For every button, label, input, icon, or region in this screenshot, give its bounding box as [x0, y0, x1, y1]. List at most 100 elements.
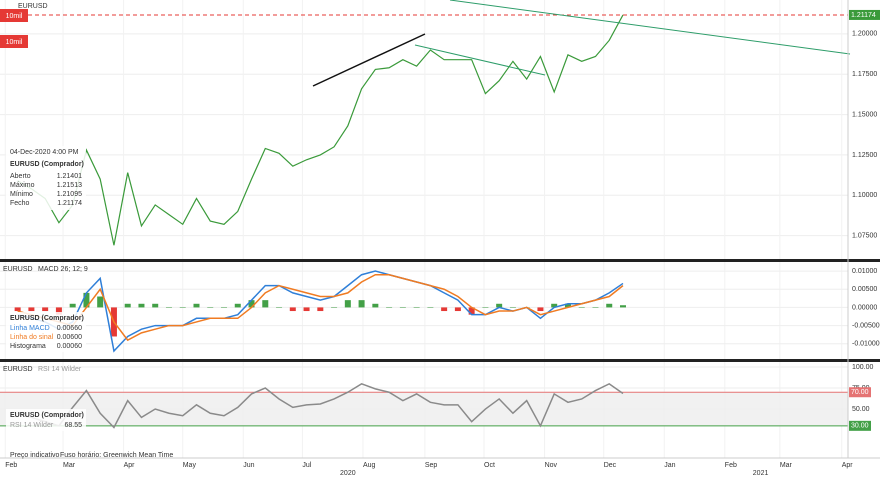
- footer-note: Fuso horário: Greenwich Mean Time: [60, 452, 173, 459]
- level-band: [0, 392, 848, 426]
- x-tick-label: Feb: [725, 462, 737, 469]
- button[interactable]: [0, 9, 28, 22]
- info-label: Mínimo: [10, 191, 33, 198]
- info-label: Histograma: [10, 343, 46, 350]
- button[interactable]: [0, 35, 28, 48]
- histogram-bar: [28, 307, 35, 312]
- button-label[interactable]: 10mil: [6, 13, 23, 20]
- histogram-bar: [152, 303, 159, 308]
- panel-separator: [0, 259, 880, 262]
- x-tick-label: Apr: [124, 462, 136, 469]
- info-value: 1.21095: [57, 191, 82, 198]
- level-tag: [849, 387, 871, 398]
- button-label[interactable]: 10mil: [6, 39, 23, 46]
- histogram-bar: [193, 303, 200, 308]
- x-tick-label: Jun: [243, 462, 254, 469]
- histogram-bar: [592, 307, 599, 308]
- histogram-bar: [179, 307, 186, 308]
- info-value: 1.21174: [57, 200, 82, 207]
- histogram-bar: [69, 303, 76, 308]
- x-tick-label: Mar: [780, 462, 793, 469]
- x-tick-label: Apr: [842, 462, 854, 469]
- histogram-bar: [386, 307, 393, 308]
- x-tick-label: May: [183, 462, 197, 469]
- histogram-bar: [207, 307, 214, 308]
- info-instrument: EURUSD (Comprador): [10, 161, 84, 168]
- histogram-bar: [606, 303, 613, 308]
- histogram-bar: [262, 300, 269, 308]
- info-value: 0.00660: [57, 325, 82, 332]
- panel-title: EURUSD: [3, 266, 33, 273]
- year-label: 2020: [340, 470, 356, 477]
- histogram-bar: [551, 303, 558, 308]
- y-tick-label: 1.20000: [852, 31, 877, 38]
- info-label: Fecho: [10, 200, 30, 207]
- chart-title: EURUSD: [18, 3, 48, 10]
- histogram-bar: [97, 296, 104, 308]
- histogram-bar: [564, 303, 571, 308]
- histogram-bar: [248, 300, 255, 308]
- panel-title: EURUSD: [3, 366, 33, 373]
- y-tick-label: 1.12500: [852, 152, 877, 159]
- info-value: 68.55: [64, 422, 82, 429]
- trendline: [449, 0, 851, 55]
- x-tick-label: Mar: [63, 462, 76, 469]
- level-label: 30.00: [851, 423, 869, 430]
- year-label: 2021: [753, 470, 769, 477]
- histogram-bar: [441, 307, 448, 312]
- histogram-bar: [276, 307, 283, 308]
- y-tick-label: 0.01000: [852, 268, 877, 275]
- histogram-bar: [372, 303, 379, 308]
- series-line: [17, 14, 624, 246]
- x-tick-label: Jan: [664, 462, 675, 469]
- histogram-bar: [165, 307, 172, 308]
- histogram-bar: [14, 307, 21, 312]
- histogram-bar: [344, 300, 351, 308]
- x-tick-label: Dec: [604, 462, 617, 469]
- histogram-bar: [537, 307, 544, 312]
- info-value: 0.00600: [57, 334, 82, 341]
- y-tick-label: 1.07500: [852, 232, 877, 239]
- info-rows: Aberto 1.21401 Máximo 1.21513 Mínimo 1.21095 F…: [10, 173, 82, 207]
- series-line: [17, 382, 624, 429]
- histogram-bar: [42, 307, 49, 312]
- x-tick-label: Aug: [363, 462, 376, 469]
- histogram-bar: [496, 303, 503, 308]
- histogram-bar: [358, 300, 365, 308]
- histogram-bar: [468, 307, 475, 315]
- info-instrument: EURUSD (Comprador): [10, 315, 84, 322]
- histogram-bar: [289, 307, 296, 312]
- panel-separator: [0, 359, 880, 362]
- x-tick-label: Feb: [5, 462, 17, 469]
- info-box: [6, 146, 86, 210]
- panel-indicator: MACD 26; 12; 9: [38, 266, 88, 273]
- histogram-bar: [399, 307, 406, 308]
- info-value: 0.00060: [57, 343, 82, 350]
- info-label: Linha do sinal: [10, 334, 54, 341]
- y-tick-label: 1.15000: [852, 111, 877, 118]
- y-tick-label: 1.17500: [852, 71, 877, 78]
- trendline: [312, 33, 426, 87]
- histogram-bar: [413, 307, 420, 308]
- histogram-bar: [55, 307, 62, 315]
- info-rows: RSI 14 Wilder 68.55: [10, 422, 82, 429]
- histogram-bar: [454, 307, 461, 312]
- y-tick-label: -0.01000: [852, 341, 880, 348]
- level-label: 70.00: [851, 389, 869, 396]
- y-tick-label: 1.10000: [852, 192, 877, 199]
- histogram-bar: [83, 292, 90, 308]
- info-box: [6, 312, 86, 352]
- histogram-bar: [138, 303, 145, 308]
- info-value: 1.21513: [57, 182, 82, 189]
- y-tick-label: 0.00500: [852, 286, 877, 293]
- info-label: Máximo: [10, 182, 35, 189]
- x-tick-label: Jul: [302, 462, 311, 469]
- y-tick-label: -0.00500: [852, 322, 880, 329]
- price-tag: [849, 9, 880, 20]
- info-label: Linha MACD: [10, 325, 50, 332]
- info-label: RSI 14 Wilder: [10, 422, 54, 429]
- histogram-bar: [331, 307, 338, 308]
